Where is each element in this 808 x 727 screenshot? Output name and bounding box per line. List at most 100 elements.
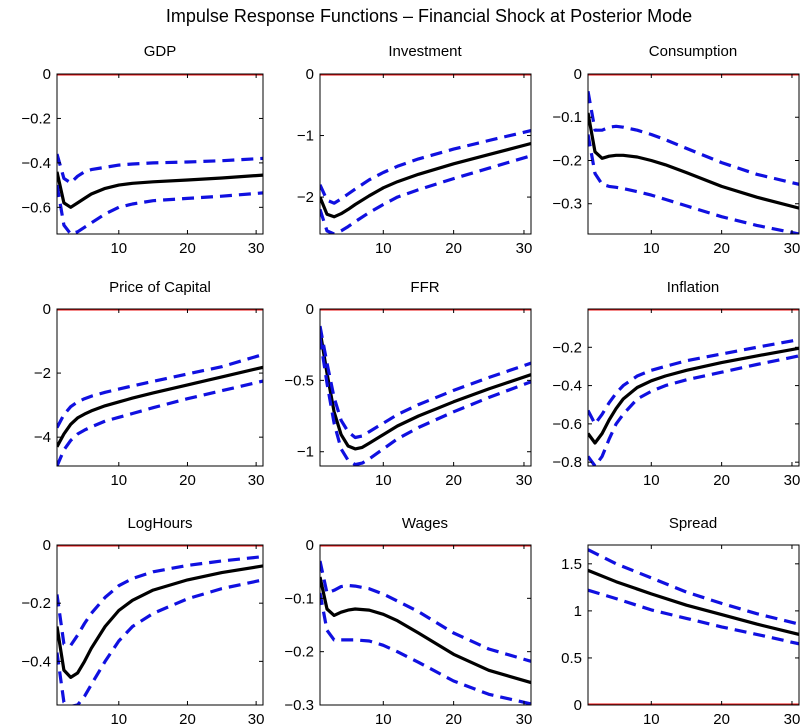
loghours-median-line <box>57 564 263 679</box>
inflation-xtick-label: 10 <box>643 472 660 489</box>
spread-xtick-label: 30 <box>784 711 801 727</box>
spread-ytick-label: 1 <box>574 603 582 620</box>
price-of-capital-median-line <box>57 365 263 448</box>
ffr-series <box>320 309 531 466</box>
investment-ytick-label: −1 <box>297 128 314 145</box>
price-of-capital-xtick-label: 20 <box>179 472 196 489</box>
ffr-median-line <box>320 330 531 451</box>
spread-upper-line <box>588 548 799 626</box>
price-of-capital-ytick-label: 0 <box>43 301 51 318</box>
gdp-median-line <box>57 171 263 209</box>
loghours-xtick-label: 20 <box>179 711 196 727</box>
investment-xtick-label: 10 <box>375 240 392 257</box>
panel-title-consumption: Consumption <box>649 43 737 60</box>
panel-title-investment: Investment <box>388 43 462 60</box>
investment-ytick-label: 0 <box>306 66 314 83</box>
wages-upper-line <box>320 560 531 663</box>
ffr-xtick-label: 10 <box>375 472 392 489</box>
panel-investment: Investment 10 20 30 0 −1 −2 <box>297 43 532 257</box>
panel-title-wages: Wages <box>402 515 448 532</box>
gdp-ytick-label: −0.2 <box>21 110 51 127</box>
wages-ytick-label: −0.3 <box>284 697 314 714</box>
price-of-capital-series <box>57 309 263 466</box>
gdp-plot-area <box>56 73 264 235</box>
inflation-ytick-label: −0.6 <box>552 416 582 433</box>
panel-loghours: LogHours 10 20 30 0 −0.2 −0.4 <box>21 515 264 727</box>
inflation-ytick-label: −0.8 <box>552 454 582 471</box>
panel-title-price-of-capital: Price of Capital <box>109 279 211 296</box>
gdp-xtick-label: 30 <box>248 240 265 257</box>
investment-plot-area <box>319 73 532 235</box>
panel-consumption: Consumption 10 20 30 0 −0.1 −0.2 −0.3 <box>552 43 800 257</box>
spread-lower-line <box>588 588 799 646</box>
spread-xtick-label: 20 <box>713 711 730 727</box>
wages-lower-line <box>320 592 531 705</box>
investment-xtick-label: 20 <box>445 240 462 257</box>
gdp-upper-line <box>57 153 263 185</box>
gdp-ytick-label: −0.4 <box>21 155 51 172</box>
consumption-ytick-label: 0 <box>574 66 582 83</box>
wages-xtick-label: 30 <box>516 711 533 727</box>
price-of-capital-lower-line <box>57 379 263 466</box>
loghours-ytick-label: −0.4 <box>21 653 51 670</box>
loghours-series <box>57 545 263 705</box>
wages-xtick-label: 20 <box>445 711 462 727</box>
wages-ytick-label: 0 <box>306 537 314 554</box>
consumption-ytick-label: −0.1 <box>552 109 582 126</box>
loghours-lower-line <box>57 578 263 705</box>
inflation-ytick-label: −0.2 <box>552 339 582 356</box>
gdp-frame <box>56 73 264 235</box>
wages-frame <box>319 544 532 706</box>
loghours-ytick-label: −0.2 <box>21 595 51 612</box>
panel-wages: Wages 10 20 30 0 −0.1 −0.2 −0.3 <box>284 515 532 727</box>
panel-title-ffr: FFR <box>410 279 439 296</box>
wages-series <box>320 545 531 705</box>
consumption-lower-line <box>588 134 799 234</box>
price-of-capital-ytick-label: −4 <box>34 429 51 446</box>
panel-ffr: FFR 10 20 30 0 −0.5 −1 <box>284 279 532 489</box>
loghours-ytick-label: 0 <box>43 537 51 554</box>
investment-xtick-label: 30 <box>516 240 533 257</box>
investment-frame <box>319 73 532 235</box>
panel-title-gdp: GDP <box>144 43 177 60</box>
spread-ytick-label: 0.5 <box>561 650 582 667</box>
loghours-xtick-label: 10 <box>110 711 127 727</box>
wages-ytick-label: −0.1 <box>284 590 314 607</box>
inflation-upper-line <box>588 338 799 426</box>
spread-xtick-label: 10 <box>643 711 660 727</box>
spread-frame <box>587 544 800 706</box>
price-of-capital-xtick-label: 30 <box>248 472 265 489</box>
panel-title-inflation: Inflation <box>667 279 720 296</box>
gdp-xtick-label: 20 <box>179 240 196 257</box>
loghours-upper-line <box>57 555 263 647</box>
panel-gdp: GDP 10 20 30 0 −0.2 −0.4 −0.6 <box>21 43 264 257</box>
consumption-ytick-label: −0.3 <box>552 196 582 213</box>
ffr-frame <box>319 308 532 467</box>
investment-series <box>320 74 531 234</box>
investment-lower-line <box>320 154 531 234</box>
panel-title-spread: Spread <box>669 515 717 532</box>
ffr-xtick-label: 20 <box>445 472 462 489</box>
loghours-xtick-label: 30 <box>248 711 265 727</box>
inflation-frame <box>587 308 800 467</box>
consumption-series <box>588 74 799 234</box>
inflation-median-line <box>588 346 799 445</box>
inflation-lower-line <box>588 354 799 466</box>
spread-median-line <box>588 568 799 636</box>
consumption-frame <box>587 73 800 235</box>
price-of-capital-frame <box>56 308 264 467</box>
panel-price-of-capital: Price of Capital 10 20 30 0 −2 −4 <box>34 279 265 489</box>
consumption-xtick-label: 30 <box>784 240 801 257</box>
wages-ytick-label: −0.2 <box>284 644 314 661</box>
consumption-ytick-label: −0.2 <box>552 152 582 169</box>
inflation-series <box>588 309 799 466</box>
consumption-upper-line <box>588 91 799 186</box>
panel-spread: Spread 10 20 30 0 0.5 1 1.5 <box>561 515 800 727</box>
spread-series <box>588 548 799 705</box>
consumption-median-line <box>588 112 799 210</box>
spread-ytick-label: 0 <box>574 697 582 714</box>
figure-title: Impulse Response Functions – Financial S… <box>166 6 692 26</box>
ffr-ytick-label: −0.5 <box>284 372 314 389</box>
spread-ytick-label: 1.5 <box>561 556 582 573</box>
